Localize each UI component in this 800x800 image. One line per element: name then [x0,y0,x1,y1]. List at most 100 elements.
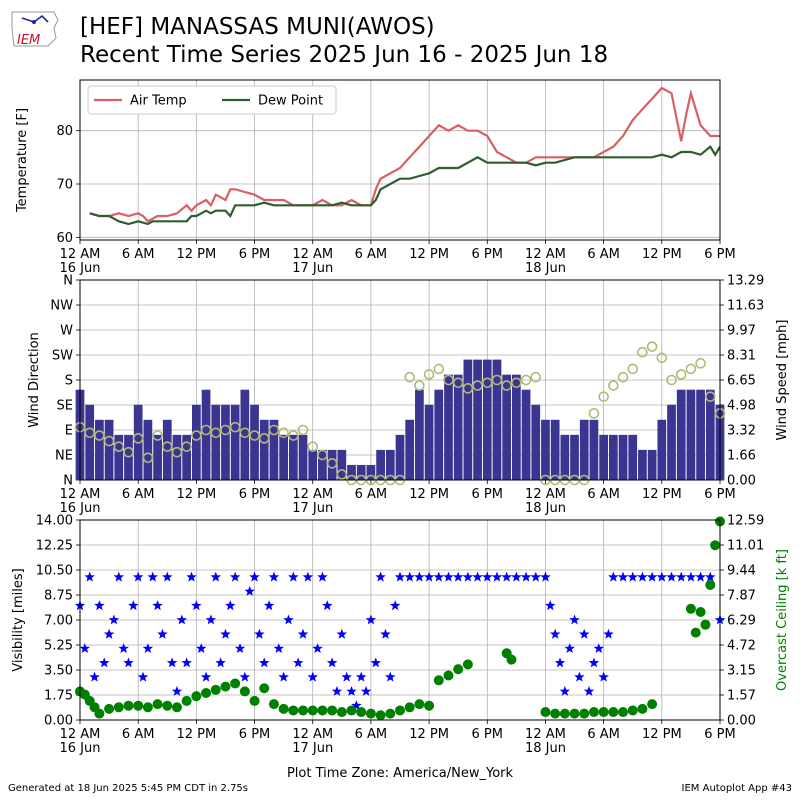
dew-point-line [89,145,721,226]
visibility-point [433,571,444,582]
wind-speed-bar [541,419,550,480]
wind-speed-bar [395,434,405,480]
ceiling-point [700,619,711,630]
panel-1-background [80,80,720,240]
visibility-point [375,571,386,582]
app-label: IEM Autoplot App #43 [681,783,792,794]
visibility-point [322,600,333,611]
ceiling-point [152,699,163,710]
wind-direction-point [637,346,648,358]
visibility-point [385,671,396,682]
wind-direction-point [481,377,493,389]
visibility-point [545,600,556,611]
x-tick-label: 6 PM [472,727,503,742]
x-tick-label: 12 PM [176,727,216,742]
ceiling-point [210,684,221,695]
ceiling-point [705,579,716,590]
visibility-point [176,614,187,625]
wind-direction-point [210,427,222,439]
ceiling-point [327,705,338,716]
visibility-point [297,628,309,639]
visibility-tick-label: 10.50 [36,564,73,579]
ceiling-point [123,700,134,711]
visibility-point [656,571,667,582]
wind-speed-bar [715,404,725,480]
wind-speed-axis-label: Wind Speed [mph] [775,320,790,441]
wind-speed-bar [638,449,647,480]
visibility-point [423,571,435,582]
wind-speed-tick-label: 11.63 [727,299,764,314]
ceiling-point [569,708,580,719]
wind-speed-bar [172,434,182,480]
wind-speed-tick-label: 6.65 [727,374,756,389]
visibility-point [389,600,401,611]
wind-speed-bar [288,434,298,480]
legend-air-temp-label: Air Temp [130,94,187,109]
visibility-point [263,600,275,611]
visibility-point [598,671,609,682]
visibility-point [312,643,323,653]
visibility-point [244,585,255,596]
wind-dir-tick-label: W [60,324,73,339]
visibility-point [336,628,347,639]
wind-speed-bar [579,419,589,480]
visibility-point [307,671,318,682]
wind-direction-point [549,474,561,486]
wind-speed-bar [192,404,201,480]
ceiling-point [433,675,444,686]
wind-direction-point [326,458,338,469]
wind-direction-point [627,363,639,375]
wind-direction-point [142,452,154,464]
wind-direction-point [559,474,571,486]
temp-y-axis-label: Temperature [F] [15,108,30,213]
x-tick-label: 6 AM [587,487,620,502]
visibility-point [360,685,372,696]
x-tick-label: 6 PM [239,727,270,742]
visibility-point [603,628,614,639]
wind-speed-bar [657,419,667,480]
visibility-point [588,657,600,668]
wind-speed-bar [95,419,104,480]
wind-speed-bar [667,404,676,480]
visibility-point [676,571,687,582]
ceiling-point [191,691,202,702]
visibility-point [443,571,454,582]
x-tick-label: 12 AM [60,247,101,262]
wind-speed-bar [230,404,240,480]
ceiling-point [133,700,144,711]
x-tick-label: 12 PM [642,487,682,502]
panel-3-background [80,520,720,720]
visibility-point [278,671,289,682]
wind-direction-point [307,441,319,452]
wind-speed-bar [405,419,415,480]
ceiling-point [113,702,124,713]
ceiling-point [647,699,658,710]
ceiling-point [443,670,454,681]
wind-speed-bar [75,389,85,480]
ceiling-point [336,707,347,718]
visibility-point [341,671,352,682]
visibility-point [414,571,425,582]
visibility-point [171,685,183,696]
wind-direction-point [103,435,115,447]
visibility-point [583,685,595,696]
wind-direction-point [113,441,125,452]
x-tick-label: 6 PM [704,727,735,742]
x-tick-label: 6 AM [122,247,155,262]
ceiling-tick-label: 9.44 [727,564,756,579]
wind-direction-point [200,424,212,436]
visibility-point [220,628,231,639]
ceiling-point [424,700,435,711]
ceiling-point [365,708,376,719]
wind-speed-bar [279,434,288,480]
wind-speed-tick-label: 8.31 [727,349,756,364]
wind-speed-bar [318,449,327,480]
ceiling-point [181,695,192,706]
x-tick-label: 6 PM [704,487,735,502]
wind-direction-point [608,380,619,391]
visibility-tick-label: 7.00 [44,614,73,629]
wind-direction-point [365,474,377,486]
ceiling-point [588,707,599,718]
legend-dew-point-label: Dew Point [258,94,323,109]
ceiling-point [715,516,725,527]
